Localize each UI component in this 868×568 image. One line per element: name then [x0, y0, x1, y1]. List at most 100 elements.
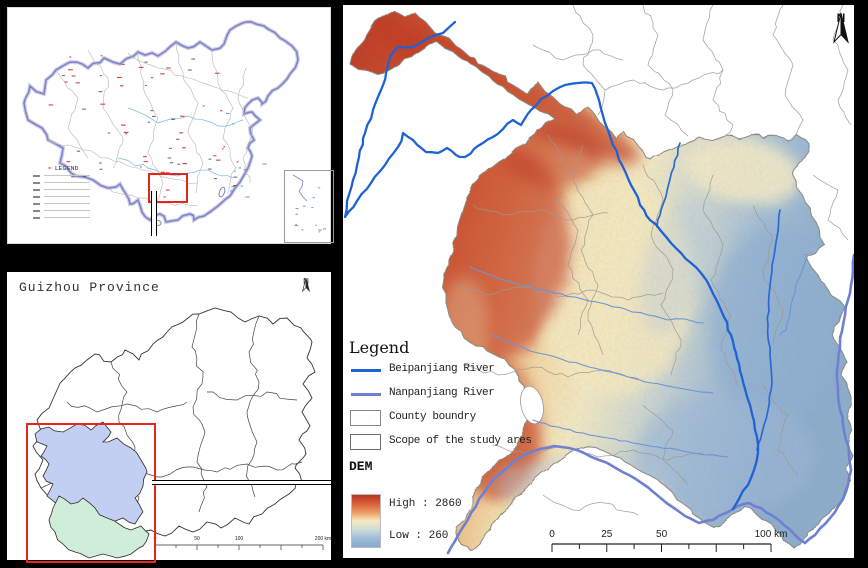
province-name-label-mark	[223, 146, 226, 148]
province-name-label-mark	[64, 81, 68, 83]
china-legend-row	[31, 193, 103, 200]
inset-connector-vertical	[151, 191, 157, 236]
city-label-mark	[99, 75, 103, 77]
study-scope-box-swatch	[350, 434, 381, 450]
county-boundary-line	[572, 144, 604, 356]
scalebar-label-50: 50	[656, 529, 668, 540]
china-national-border	[23, 20, 299, 223]
county-boundary-line	[642, 164, 682, 376]
legend-item-county-boundary: County boundry	[349, 407, 549, 429]
city-label-mark	[147, 121, 150, 123]
province-name-label-mark	[71, 75, 76, 77]
inset-island-mark	[295, 213, 298, 215]
china-legend-text-mark	[44, 196, 90, 198]
legend-item-nanpanjiang: Nanpanjiang River	[349, 383, 549, 405]
province-name-label-mark	[163, 196, 166, 198]
china-legend-symbol	[33, 203, 40, 205]
guizhou-north-arrow: N	[298, 277, 314, 293]
legend-title: Legend	[349, 338, 410, 357]
china-legend-symbol	[33, 210, 40, 212]
legend-item-study-scope: Scope of the study ares	[349, 431, 549, 453]
china-legend-row	[31, 207, 103, 214]
province-name-label-mark	[125, 133, 128, 135]
guizhou-north-arrow-icon	[301, 277, 311, 293]
province-boundary-line	[211, 49, 237, 194]
guizhou-scalebar: 0 50 100 200 km	[151, 536, 333, 556]
scalebar-label-25: 25	[601, 529, 613, 540]
province-boundary-line	[237, 67, 254, 183]
county-boundary-line	[772, 5, 804, 136]
city-label-mark	[144, 61, 148, 63]
city-label-mark	[171, 118, 176, 120]
china-locator-map-panel: LEGEND	[7, 7, 334, 244]
county-boundary-line	[702, 5, 734, 137]
china-legend-text-mark	[44, 189, 90, 191]
province-boundary-line	[55, 69, 89, 159]
province-name-label-mark	[160, 73, 165, 75]
province-name-label-mark	[121, 63, 125, 65]
county-boundary-line	[492, 444, 704, 461]
city-label-mark	[99, 162, 102, 164]
tributary-river-path	[469, 266, 704, 324]
tributary-river-path	[779, 254, 809, 336]
sea-label-mark	[243, 169, 247, 171]
rivers-layer	[343, 20, 854, 555]
province-name-label-mark	[120, 85, 124, 87]
guizhou-map-drawing	[32, 307, 316, 559]
city-label-mark	[152, 115, 156, 117]
main-map-scalebar: 0 25 50 100 km	[546, 529, 787, 559]
legend-item-beipanjiang: Beipanjiang River	[349, 359, 549, 381]
gz-scalebar-label-200: 200 km	[314, 536, 332, 542]
inset-label-mark	[318, 231, 321, 233]
china-legend-row	[31, 200, 103, 207]
province-name-label-mark	[143, 156, 147, 158]
china-legend-symbol	[33, 182, 40, 184]
sea-label-mark	[229, 190, 233, 192]
nanpanjiang-river-path	[446, 253, 854, 555]
china-legend-text-mark	[44, 210, 90, 212]
city-label-mark	[82, 176, 87, 178]
inset-island-mark	[318, 229, 322, 231]
gz-scalebar-label-50: 50	[194, 536, 200, 542]
county-boundary-line	[542, 494, 639, 516]
china-legend-symbol	[33, 189, 40, 191]
inset-islands	[292, 174, 327, 233]
guizhou-map-title: Guizhou Province	[19, 280, 160, 295]
city-label-mark	[208, 168, 212, 170]
scalebar-label-0: 0	[549, 529, 555, 540]
county-boundary-line	[604, 69, 724, 91]
nanpanjiang-basin-area	[48, 495, 150, 559]
study-region-highlight-box-china	[148, 173, 188, 203]
province-name-label-mark	[236, 161, 239, 163]
main-map-north-arrow: N	[830, 11, 852, 44]
province-name-label-mark	[62, 75, 65, 77]
inset-island-mark	[312, 197, 316, 199]
nanpanjiang-line-swatch	[351, 393, 381, 396]
sea-label-mark	[234, 170, 236, 172]
inset-island-mark	[302, 205, 306, 207]
inset-island-mark	[311, 207, 314, 209]
province-name-label-mark	[100, 55, 103, 57]
legend-label-study-scope: Scope of the study ares	[389, 435, 532, 447]
main-dem-map-panel: Legend Beipanjiang River Nanpanjiang Riv…	[343, 5, 854, 558]
sea-label-mark	[226, 112, 230, 114]
province-name-label-mark	[179, 132, 184, 134]
north-arrow-left-half	[833, 12, 842, 44]
inset-island-mark	[317, 187, 321, 189]
china-legend-symbol	[33, 196, 40, 198]
south-china-sea-inset	[284, 170, 334, 243]
county-boundary-line	[462, 364, 639, 381]
province-name-label-mark	[220, 110, 223, 112]
inset-label-mark	[323, 228, 327, 230]
lake-polygon	[520, 385, 544, 425]
gz-scalebar-label-100: 100	[234, 536, 244, 542]
province-boundary-line	[137, 52, 164, 209]
province-name-label-mark	[182, 163, 187, 165]
river-line	[127, 107, 244, 127]
province-name-label-mark	[169, 147, 172, 149]
china-legend-symbol	[33, 217, 40, 219]
county-boundary-line	[752, 204, 784, 346]
province-name-label-mark	[214, 72, 220, 74]
prefecture-boundary-line	[157, 461, 303, 478]
county-boundary-line	[572, 5, 606, 116]
